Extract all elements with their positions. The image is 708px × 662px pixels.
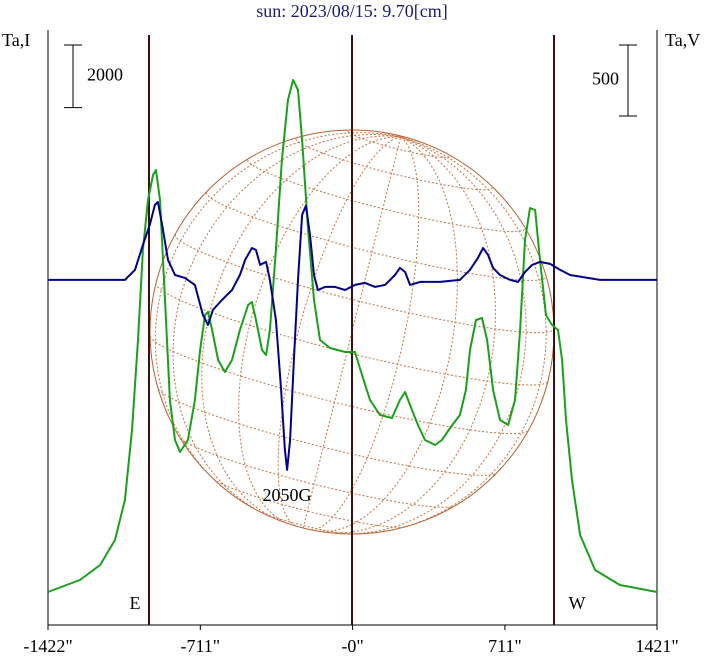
- sun-parallel: [158, 388, 497, 476]
- sun-meridian: [318, 136, 458, 532]
- x-tick-label: -711": [180, 636, 220, 656]
- scale-bar-label: 500: [592, 69, 619, 89]
- x-tick-label: -1422": [23, 636, 72, 656]
- sun-disk: [149, 129, 555, 535]
- sun-parallel: [174, 234, 555, 334]
- sun-parallel: [179, 437, 455, 508]
- sun-parallel: [247, 159, 526, 233]
- sun-meridian: [154, 132, 401, 494]
- scale-bar: [64, 44, 82, 109]
- x-tick-label: 711": [488, 636, 522, 656]
- sun-meridian: [201, 135, 401, 522]
- series-line: [48, 201, 657, 471]
- chart-title: sun: 2023/08/15: 9.70[cm]: [256, 1, 448, 21]
- sun-meridian: [384, 136, 547, 532]
- scale-bar-label: 2000: [87, 64, 123, 84]
- sun-parallel: [295, 138, 493, 191]
- y-axis-label: Ta,I: [2, 30, 30, 50]
- annotation: 2050G: [263, 485, 312, 505]
- x-tick-label: 1421": [635, 636, 678, 656]
- annotation: W: [569, 593, 586, 613]
- sun-parallel: [149, 336, 529, 435]
- y2-axis-label: Ta,V: [665, 30, 700, 50]
- sun-parallel: [206, 192, 547, 281]
- scale-bar: [619, 44, 637, 117]
- x-tick-label: -0": [341, 636, 363, 656]
- series-line: [47, 79, 658, 593]
- sun-meridian: [325, 136, 496, 534]
- sun-parallel: [347, 131, 451, 158]
- sun-parallel: [257, 510, 351, 535]
- annotation: E: [130, 593, 141, 613]
- sun-meridian: [277, 136, 401, 527]
- sun-meridian: [302, 136, 402, 529]
- sun-meridian: [311, 136, 420, 531]
- sun-meridian: [339, 136, 527, 535]
- sun-meridian: [238, 136, 401, 524]
